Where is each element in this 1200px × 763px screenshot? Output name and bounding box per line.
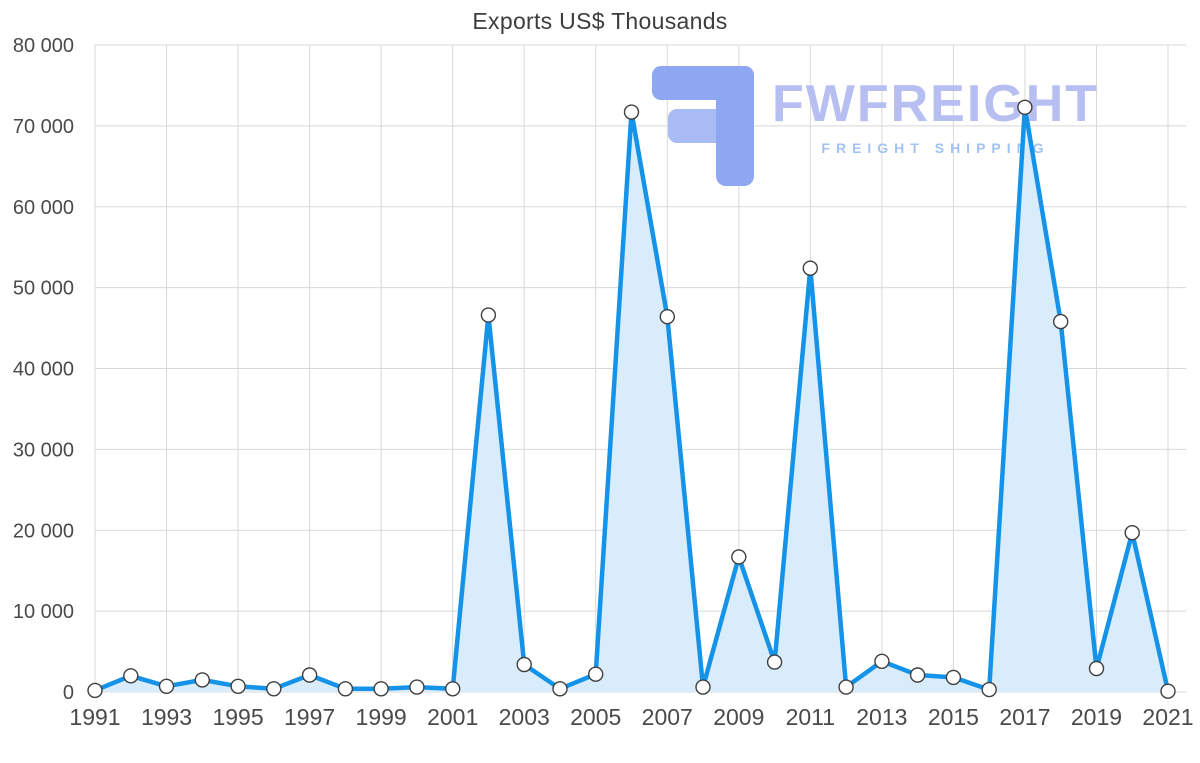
data-point-marker[interactable] [301, 667, 318, 683]
x-tick-label: 1995 [212, 704, 263, 730]
y-tick-label: 30 000 [13, 439, 74, 461]
area-fill [95, 107, 1168, 693]
fwfreight-logo-icon [652, 66, 754, 186]
data-point-marker[interactable] [909, 667, 926, 683]
x-tick-label: 2009 [713, 704, 764, 730]
x-tick-label: 2021 [1142, 704, 1193, 730]
watermark-text: FWFREIGHT FREIGHT SHIPPING [772, 66, 1099, 156]
data-point-marker[interactable] [731, 549, 747, 565]
data-point-marker[interactable] [230, 678, 246, 694]
chart-title: Exports US$ Thousands [472, 8, 728, 34]
data-point-marker[interactable] [623, 104, 640, 120]
y-tick-label: 60 000 [13, 197, 74, 219]
x-tick-label: 2007 [642, 704, 693, 730]
data-point-marker[interactable] [588, 666, 604, 682]
data-point-marker[interactable] [945, 669, 962, 686]
data-point-marker[interactable] [659, 309, 675, 325]
x-tick-label: 1991 [69, 704, 120, 730]
y-tick-label: 80 000 [13, 35, 74, 57]
data-point-marker[interactable] [123, 668, 139, 684]
data-point-marker[interactable] [158, 678, 175, 694]
y-tick-label: 50 000 [13, 278, 74, 300]
watermark-subtitle: FREIGHT SHIPPING [821, 140, 1050, 156]
data-point-marker[interactable] [445, 681, 461, 697]
data-point-marker[interactable] [695, 679, 711, 695]
watermark-brand: FWFREIGHT [772, 75, 1100, 133]
x-tick-label: 2001 [427, 704, 478, 730]
data-point-marker[interactable] [1124, 525, 1140, 541]
data-point-marker[interactable] [1088, 660, 1105, 677]
x-tick-label: 2013 [856, 704, 907, 730]
x-tick-label: 2003 [499, 704, 550, 730]
data-point-marker[interactable] [194, 672, 211, 688]
x-tick-label: 2011 [786, 704, 835, 730]
data-point-marker[interactable] [981, 681, 997, 698]
data-point-marker[interactable] [480, 307, 497, 323]
data-point-marker[interactable] [874, 653, 890, 669]
data-point-marker[interactable] [409, 679, 425, 695]
x-tick-label: 2015 [928, 704, 979, 730]
data-point-marker[interactable] [1052, 313, 1069, 330]
x-tick-label: 1999 [356, 704, 407, 730]
y-tick-label: 10 000 [13, 601, 74, 623]
data-point-marker[interactable] [802, 260, 818, 276]
data-point-marker[interactable] [337, 681, 354, 697]
y-tick-label: 0 [63, 682, 74, 704]
x-tick-label: 2005 [570, 704, 621, 730]
data-point-marker[interactable] [87, 682, 103, 699]
data-point-marker[interactable] [266, 681, 282, 697]
y-tick-label: 70 000 [13, 116, 74, 138]
y-tick-label: 40 000 [13, 359, 74, 381]
data-point-marker[interactable] [373, 681, 389, 697]
data-point-marker[interactable] [552, 681, 568, 697]
x-tick-label: 1997 [284, 704, 335, 730]
x-tick-label: 2017 [999, 704, 1050, 730]
watermark: FWFREIGHT FREIGHT SHIPPING [652, 66, 1099, 186]
y-tick-label: 20 000 [13, 520, 74, 542]
data-point-marker[interactable] [516, 656, 532, 673]
data-point-marker[interactable] [1160, 683, 1176, 699]
x-tick-label: 2019 [1071, 704, 1122, 730]
data-point-marker[interactable] [766, 654, 783, 670]
x-tick-label: 1993 [141, 704, 192, 730]
data-point-marker[interactable] [838, 679, 854, 695]
data-point-marker[interactable] [1017, 99, 1033, 116]
